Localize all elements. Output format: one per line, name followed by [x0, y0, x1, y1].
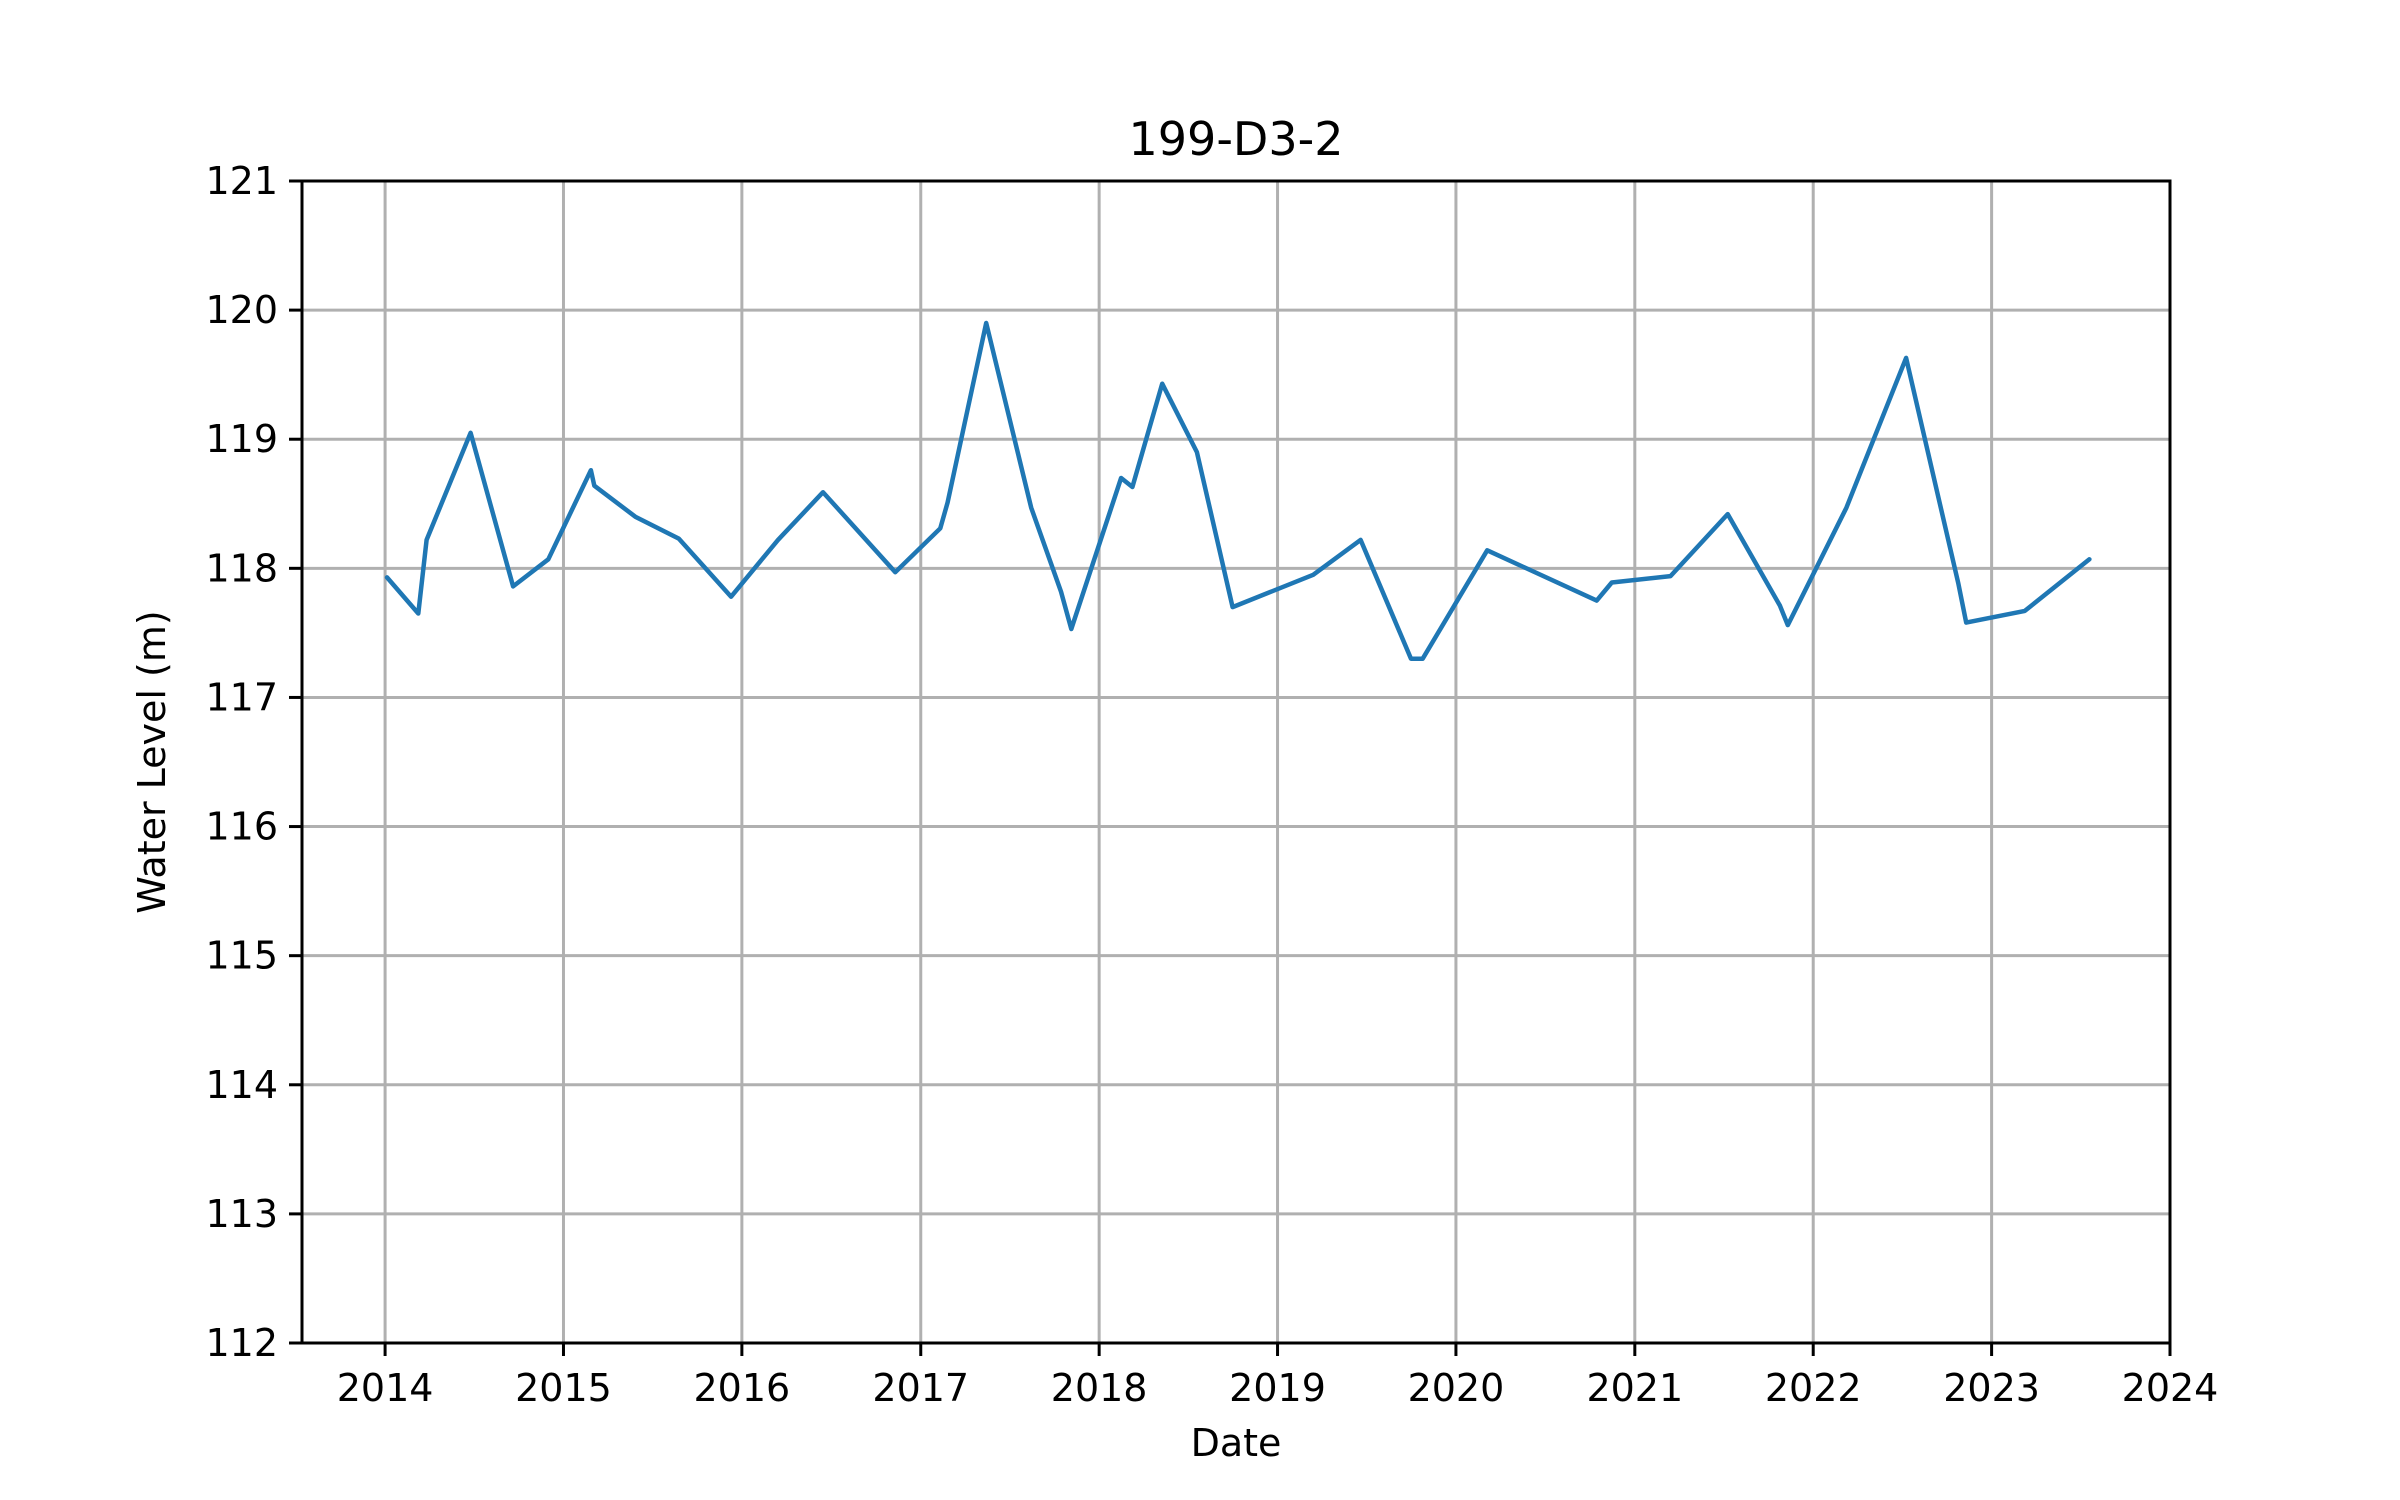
x-axis-label: Date	[1191, 1421, 1282, 1465]
x-tick-label: 2018	[1051, 1366, 1148, 1410]
x-tick-label: 2024	[2122, 1366, 2219, 1410]
x-tick-label: 2014	[337, 1366, 434, 1410]
x-tick-label: 2022	[1765, 1366, 1862, 1410]
x-tick-label: 2015	[515, 1366, 612, 1410]
x-tick-label: 2023	[1943, 1366, 2040, 1410]
x-tick-label: 2017	[872, 1366, 969, 1410]
y-tick-label: 116	[205, 805, 278, 849]
chart-title: 199-D3-2	[1129, 112, 1344, 166]
y-tick-label: 115	[205, 934, 278, 978]
plot-frame	[300, 179, 2172, 1345]
y-tick-label: 119	[205, 417, 278, 461]
ticks: 2014 2015 2016 2017 2018 2019 2020 2021 2022 2023…	[205, 159, 2218, 1410]
x-tick-label: 2021	[1586, 1366, 1683, 1410]
y-tick-label: 117	[205, 675, 278, 719]
y-tick-label: 114	[205, 1063, 278, 1107]
y-tick-label: 118	[205, 546, 278, 590]
series-line	[384, 320, 2092, 661]
y-tick-label: 113	[205, 1192, 278, 1236]
x-tick-label: 2020	[1408, 1366, 1505, 1410]
x-tick-label: 2016	[694, 1366, 791, 1410]
y-tick-label: 112	[205, 1321, 278, 1365]
y-tick-label: 121	[205, 159, 278, 203]
y-tick-label: 120	[205, 288, 278, 332]
y-axis-label: Water Level (m)	[130, 610, 174, 913]
series-layer	[384, 320, 2092, 661]
x-tick-label: 2019	[1229, 1366, 1326, 1410]
